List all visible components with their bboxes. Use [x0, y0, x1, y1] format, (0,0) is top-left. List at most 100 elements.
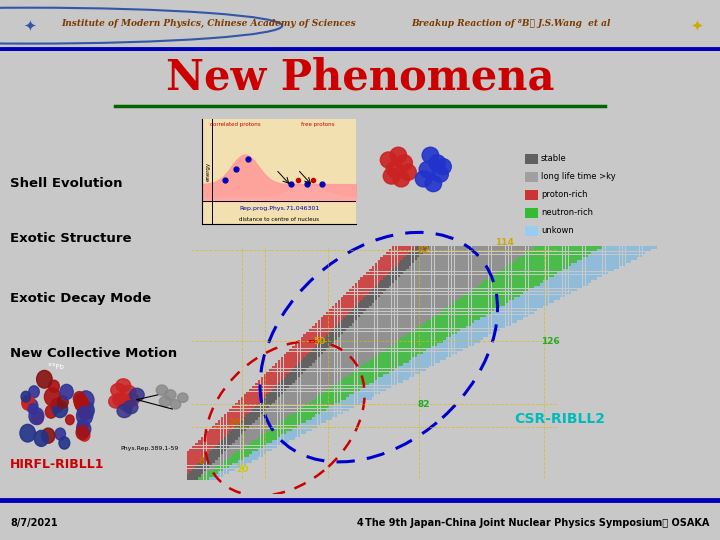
- Bar: [457, 280, 460, 283]
- Bar: [374, 323, 377, 326]
- Bar: [389, 377, 392, 380]
- Bar: [466, 280, 469, 283]
- Bar: [352, 343, 354, 346]
- Bar: [588, 260, 591, 263]
- Bar: [531, 258, 534, 260]
- Bar: [477, 318, 480, 320]
- Bar: [463, 312, 466, 314]
- Bar: [508, 289, 511, 292]
- Bar: [623, 246, 625, 248]
- Bar: [517, 314, 520, 317]
- Text: HIRFL-RIBLL1: HIRFL-RIBLL1: [10, 457, 104, 470]
- Bar: [258, 397, 261, 400]
- Bar: [329, 400, 332, 403]
- Bar: [341, 326, 343, 328]
- Bar: [258, 440, 261, 443]
- Bar: [264, 429, 266, 431]
- Bar: [312, 334, 315, 337]
- Bar: [352, 372, 354, 374]
- Bar: [397, 254, 400, 257]
- Bar: [526, 298, 528, 300]
- Bar: [295, 394, 297, 397]
- Bar: [498, 309, 500, 311]
- Bar: [523, 303, 526, 306]
- Bar: [620, 249, 622, 252]
- Bar: [355, 286, 357, 288]
- Bar: [346, 312, 348, 314]
- Bar: [255, 397, 258, 400]
- Bar: [435, 360, 437, 363]
- Bar: [207, 440, 209, 443]
- Bar: [264, 434, 266, 437]
- Bar: [284, 403, 286, 406]
- Bar: [443, 352, 446, 354]
- Bar: [383, 380, 386, 383]
- Bar: [540, 258, 542, 260]
- Bar: [423, 249, 426, 252]
- Bar: [349, 292, 351, 294]
- Bar: [429, 323, 431, 326]
- Bar: [569, 283, 571, 286]
- Bar: [338, 340, 340, 343]
- Bar: [372, 272, 374, 274]
- Bar: [346, 349, 348, 351]
- Bar: [318, 417, 320, 420]
- Bar: [192, 449, 195, 451]
- Bar: [585, 249, 588, 252]
- Bar: [505, 258, 508, 260]
- Bar: [366, 306, 369, 308]
- Bar: [457, 274, 460, 277]
- Bar: [252, 409, 255, 411]
- Bar: [440, 329, 443, 331]
- Bar: [289, 357, 292, 360]
- Bar: [426, 323, 428, 326]
- Bar: [230, 449, 232, 451]
- Bar: [326, 394, 329, 397]
- Bar: [366, 303, 369, 306]
- Bar: [418, 286, 420, 288]
- Bar: [409, 340, 411, 343]
- Bar: [400, 380, 403, 383]
- Bar: [418, 357, 420, 360]
- Bar: [201, 449, 203, 451]
- Bar: [346, 320, 348, 323]
- Bar: [608, 263, 611, 266]
- Bar: [400, 374, 403, 377]
- Bar: [460, 309, 463, 311]
- Bar: [338, 383, 340, 386]
- Bar: [346, 323, 348, 326]
- Bar: [495, 283, 497, 286]
- Bar: [466, 292, 469, 294]
- Bar: [637, 249, 639, 252]
- Bar: [412, 263, 414, 266]
- Bar: [303, 380, 306, 383]
- Bar: [335, 411, 337, 414]
- Bar: [298, 403, 300, 406]
- Bar: [418, 369, 420, 371]
- Bar: [261, 406, 264, 408]
- Bar: [329, 386, 332, 388]
- Bar: [372, 269, 374, 272]
- Bar: [309, 392, 312, 394]
- Bar: [492, 306, 494, 308]
- Bar: [292, 414, 294, 417]
- Circle shape: [21, 392, 30, 402]
- Bar: [335, 377, 337, 380]
- Bar: [358, 326, 360, 328]
- Bar: [341, 406, 343, 408]
- Bar: [210, 469, 212, 471]
- Bar: [289, 392, 292, 394]
- Bar: [495, 278, 497, 280]
- Bar: [224, 451, 226, 454]
- Bar: [281, 380, 283, 383]
- Bar: [403, 329, 405, 331]
- Bar: [466, 300, 469, 303]
- Bar: [543, 258, 545, 260]
- Bar: [329, 363, 332, 366]
- Bar: [449, 283, 451, 286]
- Bar: [469, 286, 472, 288]
- Bar: [343, 323, 346, 326]
- Bar: [329, 352, 332, 354]
- Bar: [563, 294, 565, 297]
- Bar: [540, 289, 542, 292]
